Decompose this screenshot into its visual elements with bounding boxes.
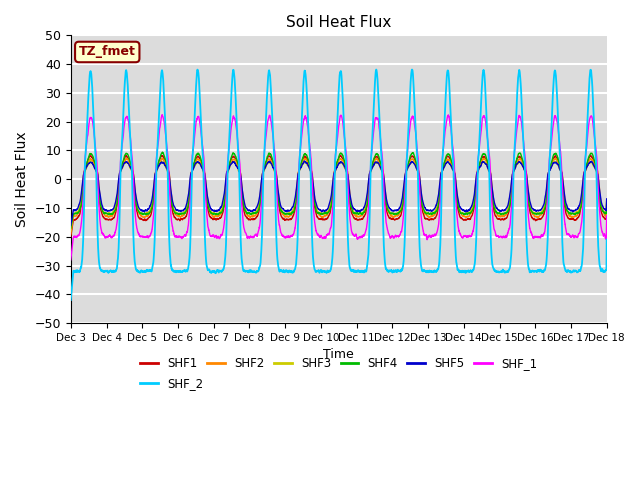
X-axis label: Time: Time xyxy=(323,348,354,361)
Y-axis label: Soil Heat Flux: Soil Heat Flux xyxy=(15,132,29,227)
Legend: SHF_2: SHF_2 xyxy=(136,372,209,395)
Title: Soil Heat Flux: Soil Heat Flux xyxy=(286,15,392,30)
Text: TZ_fmet: TZ_fmet xyxy=(79,46,136,59)
